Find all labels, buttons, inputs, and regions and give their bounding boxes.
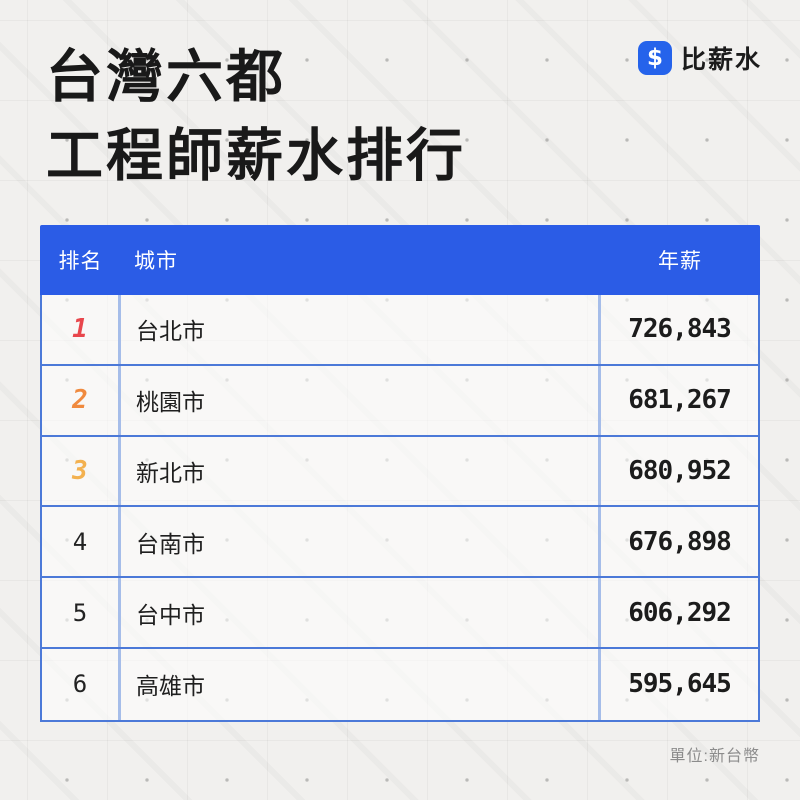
rank-cell: 5 — [42, 578, 121, 647]
rank-cell: 3 — [42, 436, 121, 506]
salary-ranking-table: 排名 城市 年薪 1 台北市 726,843 2 桃園市 681,267 3 新… — [40, 225, 760, 722]
rank-cell: 6 — [42, 648, 121, 720]
salary-cell: 726,843 — [598, 295, 758, 364]
brand-name: 比薪水 — [680, 46, 762, 74]
rank-cell: 4 — [42, 507, 121, 577]
column-header-city: 城市 — [134, 250, 178, 273]
table-row: 4 台南市 676,898 — [42, 507, 758, 579]
table-row: 6 高雄市 595,645 — [42, 648, 758, 720]
brand-logo: $ 比薪水 — [637, 40, 762, 76]
page-title-line1: 台灣六都 — [46, 45, 286, 109]
table-row: 5 台中市 606,292 — [42, 578, 758, 649]
page-title: 台灣六都 工程師薪水排行 — [46, 38, 466, 196]
salary-cell: 595,645 — [598, 648, 758, 720]
column-header-rank: 排名 — [58, 250, 103, 273]
rank-cell: 2 — [42, 365, 121, 435]
table-row: 3 新北市 680,952 — [42, 436, 758, 508]
unit-note: 單位:新台幣 — [669, 748, 760, 765]
salary-cell: 676,898 — [598, 507, 758, 577]
column-header-salary: 年薪 — [658, 250, 702, 273]
salary-cell: 681,267 — [598, 365, 758, 435]
table-row: 1 台北市 726,843 — [42, 295, 758, 366]
salary-cell: 680,952 — [598, 436, 758, 506]
city-cell: 台中市 — [136, 601, 205, 628]
city-cell: 新北市 — [136, 459, 205, 486]
city-cell: 桃園市 — [136, 389, 205, 416]
rank-cell: 1 — [42, 295, 121, 364]
table-row: 2 桃園市 681,267 — [42, 365, 758, 437]
city-cell: 高雄市 — [136, 673, 205, 700]
dollar-icon: $ — [637, 41, 672, 75]
city-cell: 台南市 — [136, 530, 205, 557]
page-title-line2: 工程師薪水排行 — [46, 124, 466, 188]
city-cell: 台北市 — [136, 318, 205, 345]
salary-cell: 606,292 — [598, 578, 758, 647]
table-header-row: 排名 城市 年薪 — [40, 225, 760, 295]
table-body: 1 台北市 726,843 2 桃園市 681,267 3 新北市 680,95… — [40, 295, 760, 722]
